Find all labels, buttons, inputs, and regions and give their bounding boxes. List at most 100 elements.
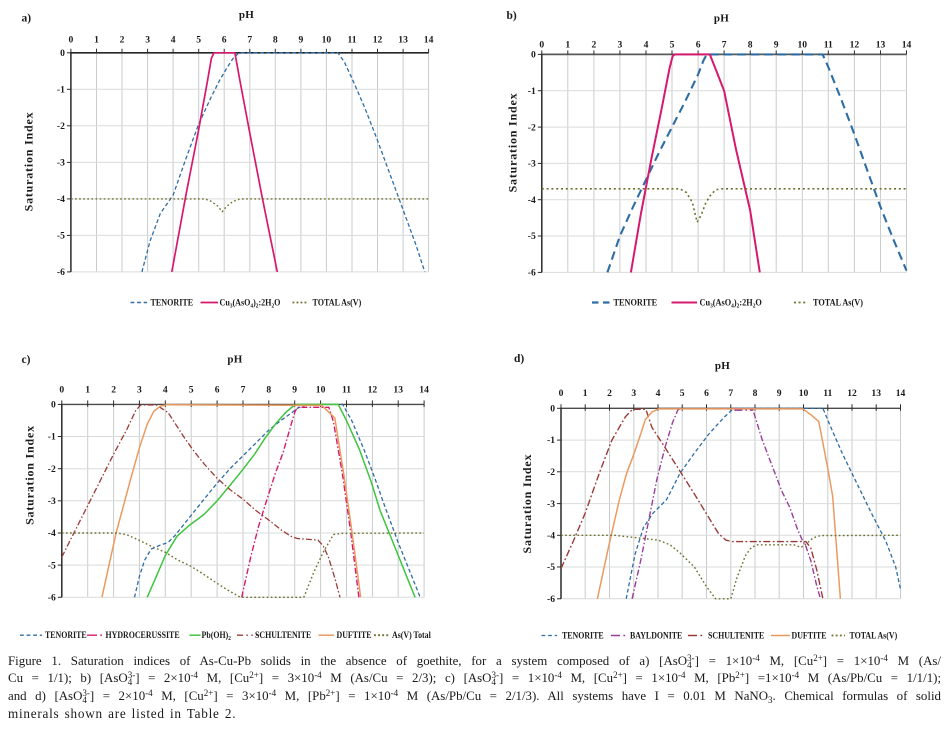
svg-text:14: 14 — [896, 388, 906, 399]
svg-text:-2: -2 — [48, 464, 56, 475]
svg-text:10: 10 — [316, 385, 326, 396]
svg-text:-6: -6 — [48, 593, 56, 604]
svg-text:0: 0 — [51, 400, 56, 411]
svg-text:11: 11 — [823, 388, 832, 399]
svg-text:SCHULTENITE: SCHULTENITE — [255, 630, 311, 641]
svg-text:DUFTITE: DUFTITE — [337, 630, 372, 641]
svg-text:8: 8 — [273, 34, 278, 45]
svg-text:2: 2 — [120, 34, 125, 45]
svg-text:5: 5 — [680, 388, 685, 399]
svg-text:5: 5 — [670, 40, 675, 51]
svg-text:3: 3 — [631, 388, 636, 399]
svg-text:12: 12 — [368, 385, 378, 396]
svg-text:10: 10 — [799, 388, 809, 399]
svg-text:14: 14 — [419, 385, 429, 396]
svg-text:0: 0 — [539, 40, 544, 51]
svg-text:4: 4 — [171, 34, 176, 45]
svg-text:-2: -2 — [57, 121, 65, 132]
svg-text:4: 4 — [644, 40, 649, 51]
svg-text:1: 1 — [565, 40, 570, 51]
svg-text:6: 6 — [696, 40, 701, 51]
svg-text:BAYLDONITE: BAYLDONITE — [630, 630, 683, 641]
svg-text:-3: -3 — [57, 158, 65, 169]
svg-text:d): d) — [514, 353, 524, 365]
svg-text:9: 9 — [299, 34, 304, 45]
svg-text:0: 0 — [559, 388, 564, 399]
svg-text:-6: -6 — [528, 268, 536, 279]
svg-text:TOTAL As(V): TOTAL As(V) — [850, 630, 898, 641]
svg-text:12: 12 — [373, 34, 383, 45]
svg-text:8: 8 — [753, 388, 758, 399]
svg-text:8: 8 — [266, 385, 271, 396]
svg-text:5: 5 — [196, 34, 201, 45]
svg-text:10: 10 — [322, 34, 332, 45]
svg-text:-1: -1 — [48, 432, 56, 443]
svg-text:12: 12 — [850, 40, 860, 51]
svg-text:7: 7 — [728, 388, 733, 399]
svg-text:2: 2 — [607, 388, 612, 399]
svg-text:14: 14 — [902, 40, 912, 51]
svg-text:7: 7 — [722, 40, 727, 51]
svg-text:-6: -6 — [547, 594, 555, 605]
svg-text:9: 9 — [292, 385, 297, 396]
svg-text:4: 4 — [163, 385, 168, 396]
svg-text:-1: -1 — [528, 86, 536, 97]
svg-text:pH: pH — [715, 360, 730, 372]
svg-text:-5: -5 — [57, 231, 65, 242]
svg-text:13: 13 — [393, 385, 403, 396]
svg-text:pH: pH — [714, 13, 729, 25]
svg-text:-5: -5 — [528, 231, 536, 242]
svg-text:pH: pH — [239, 9, 254, 21]
svg-text:9: 9 — [777, 388, 782, 399]
svg-text:3: 3 — [618, 40, 623, 51]
svg-text:11: 11 — [347, 34, 356, 45]
svg-text:b): b) — [507, 10, 517, 22]
svg-text:Saturation Index: Saturation Index — [506, 93, 520, 193]
svg-text:1: 1 — [85, 385, 90, 396]
svg-text:-5: -5 — [547, 562, 555, 573]
svg-text:c): c) — [22, 354, 31, 366]
svg-text:TENORITE: TENORITE — [151, 297, 194, 308]
svg-text:0: 0 — [59, 385, 64, 396]
svg-text:0: 0 — [531, 50, 536, 61]
svg-text:HYDROCERUSSITE: HYDROCERUSSITE — [106, 630, 180, 641]
svg-text:4: 4 — [656, 388, 661, 399]
svg-text:7: 7 — [247, 34, 252, 45]
svg-text:14: 14 — [424, 34, 434, 45]
svg-text:Cu3(AsO4)2:2H2O: Cu3(AsO4)2:2H2O — [700, 297, 762, 310]
svg-text:-3: -3 — [528, 159, 536, 170]
svg-text:-3: -3 — [547, 499, 555, 510]
svg-text:-2: -2 — [547, 467, 555, 478]
svg-text:6: 6 — [215, 385, 220, 396]
svg-text:2: 2 — [111, 385, 116, 396]
svg-text:0: 0 — [69, 34, 74, 45]
svg-text:TENORITE: TENORITE — [614, 297, 658, 308]
svg-text:1: 1 — [94, 34, 99, 45]
svg-text:-4: -4 — [48, 528, 56, 539]
svg-text:13: 13 — [398, 34, 408, 45]
svg-text:Saturation Index: Saturation Index — [520, 454, 534, 554]
svg-text:11: 11 — [342, 385, 351, 396]
svg-text:TENORITE: TENORITE — [45, 630, 87, 641]
svg-text:1: 1 — [583, 388, 588, 399]
svg-text:13: 13 — [871, 388, 881, 399]
svg-text:TOTAL As(V): TOTAL As(V) — [313, 297, 362, 308]
svg-text:a): a) — [22, 13, 32, 25]
svg-text:Pb(OH)2: Pb(OH)2 — [202, 630, 231, 643]
svg-text:6: 6 — [704, 388, 709, 399]
svg-text:As(V) Total: As(V) Total — [392, 630, 431, 641]
svg-text:-4: -4 — [57, 194, 65, 205]
svg-text:13: 13 — [876, 40, 886, 51]
svg-text:-3: -3 — [48, 496, 56, 507]
svg-text:8: 8 — [748, 40, 753, 51]
svg-text:-2: -2 — [528, 122, 536, 133]
svg-text:5: 5 — [189, 385, 194, 396]
svg-text:11: 11 — [824, 40, 833, 51]
svg-text:TOTAL As(V): TOTAL As(V) — [813, 297, 863, 308]
svg-text:DUFTITE: DUFTITE — [792, 630, 827, 641]
svg-text:-6: -6 — [57, 267, 65, 278]
svg-text:-4: -4 — [528, 195, 536, 206]
svg-text:3: 3 — [145, 34, 150, 45]
svg-text:-1: -1 — [57, 85, 65, 96]
svg-text:6: 6 — [222, 34, 227, 45]
